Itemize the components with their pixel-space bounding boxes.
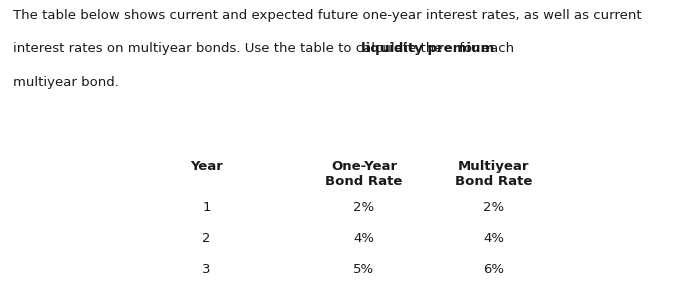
Text: for each: for each xyxy=(455,42,514,55)
Text: The table below shows current and expected future one-year interest rates, as we: The table below shows current and expect… xyxy=(13,9,641,22)
Text: 5%: 5% xyxy=(354,263,374,276)
Text: Multiyear
Bond Rate: Multiyear Bond Rate xyxy=(455,160,532,188)
Text: 4%: 4% xyxy=(354,232,374,245)
Text: Year: Year xyxy=(190,160,223,173)
Text: 2: 2 xyxy=(202,232,211,245)
Text: One-Year
Bond Rate: One-Year Bond Rate xyxy=(326,160,402,188)
Text: interest rates on multiyear bonds. Use the table to calculate the: interest rates on multiyear bonds. Use t… xyxy=(13,42,447,55)
Text: 4%: 4% xyxy=(483,232,504,245)
Text: 6%: 6% xyxy=(483,263,504,276)
Text: 2%: 2% xyxy=(483,201,504,214)
Text: 2%: 2% xyxy=(354,201,374,214)
Text: 1: 1 xyxy=(202,201,211,214)
Text: liquidity premium: liquidity premium xyxy=(361,42,494,55)
Text: multiyear bond.: multiyear bond. xyxy=(13,76,118,89)
Text: 3: 3 xyxy=(202,263,211,276)
